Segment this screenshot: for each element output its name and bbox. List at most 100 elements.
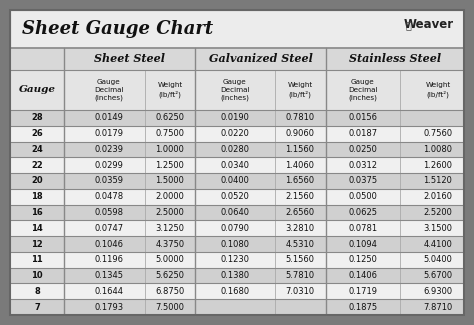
Text: 2.0000: 2.0000: [155, 192, 184, 201]
Text: Weight
(lb/ft²): Weight (lb/ft²): [157, 82, 182, 98]
Text: 0.1719: 0.1719: [348, 287, 377, 296]
Text: 3.2810: 3.2810: [285, 224, 315, 233]
Text: Weaver: Weaver: [404, 19, 454, 32]
Bar: [10, 220, 464, 236]
Bar: [10, 299, 464, 315]
Bar: [10, 252, 464, 268]
Text: Gauge
Decimal
(inches): Gauge Decimal (inches): [94, 79, 124, 101]
Text: 0.1345: 0.1345: [94, 271, 124, 280]
Text: 0.7810: 0.7810: [285, 113, 315, 123]
Text: 20: 20: [31, 176, 43, 186]
Text: 7: 7: [34, 303, 40, 312]
Text: 0.0375: 0.0375: [348, 176, 378, 186]
Text: 0.0478: 0.0478: [94, 192, 124, 201]
Bar: [10, 283, 464, 299]
Bar: [10, 205, 464, 220]
Text: 0.1230: 0.1230: [220, 255, 249, 264]
Text: 0.0312: 0.0312: [348, 161, 377, 170]
Text: 1.2600: 1.2600: [423, 161, 453, 170]
Text: 0.9060: 0.9060: [285, 129, 315, 138]
Text: 10: 10: [31, 271, 43, 280]
Text: 2.5000: 2.5000: [155, 208, 184, 217]
Text: 1.0080: 1.0080: [423, 145, 453, 154]
Text: 0.0400: 0.0400: [220, 176, 249, 186]
Bar: [10, 189, 464, 205]
Text: 7.5000: 7.5000: [155, 303, 184, 312]
Text: Sheet Gauge Chart: Sheet Gauge Chart: [22, 20, 213, 38]
Text: 0.1196: 0.1196: [94, 255, 124, 264]
Bar: [10, 110, 464, 126]
Text: 4.5310: 4.5310: [285, 240, 315, 249]
Text: 0.1875: 0.1875: [348, 303, 378, 312]
Text: 5.0000: 5.0000: [155, 255, 184, 264]
Text: 3.1500: 3.1500: [423, 224, 453, 233]
Text: Sheet Steel: Sheet Steel: [94, 54, 165, 64]
Text: 0.7500: 0.7500: [155, 129, 184, 138]
Text: 0.0179: 0.0179: [94, 129, 124, 138]
Text: 0.0520: 0.0520: [220, 192, 249, 201]
Text: 0.0640: 0.0640: [220, 208, 249, 217]
Text: 0.0149: 0.0149: [94, 113, 123, 123]
Text: 0.1680: 0.1680: [220, 287, 250, 296]
Text: 5.6700: 5.6700: [423, 271, 453, 280]
Text: 0.0187: 0.0187: [348, 129, 378, 138]
Text: 1.4060: 1.4060: [285, 161, 315, 170]
Text: 0.0239: 0.0239: [94, 145, 124, 154]
Text: 0.0156: 0.0156: [348, 113, 377, 123]
Text: 16: 16: [31, 208, 43, 217]
Text: 0.1380: 0.1380: [220, 271, 250, 280]
Text: 0.1080: 0.1080: [220, 240, 249, 249]
Text: 0.0500: 0.0500: [348, 192, 377, 201]
Bar: [10, 70, 464, 110]
Text: 5.0400: 5.0400: [424, 255, 453, 264]
Text: Weight
(lb/ft²): Weight (lb/ft²): [287, 82, 313, 98]
Text: 1.5120: 1.5120: [424, 176, 453, 186]
Text: 🚛: 🚛: [406, 20, 412, 30]
Bar: [10, 157, 464, 173]
Bar: [10, 10, 464, 48]
Bar: [10, 48, 464, 315]
Bar: [10, 173, 464, 189]
Text: Stainless Steel: Stainless Steel: [349, 54, 441, 64]
Text: 24: 24: [31, 145, 43, 154]
Text: 0.1406: 0.1406: [348, 271, 377, 280]
Text: 0.1793: 0.1793: [94, 303, 124, 312]
Bar: [10, 48, 464, 315]
Text: 2.0160: 2.0160: [423, 192, 453, 201]
Text: 0.1250: 0.1250: [348, 255, 377, 264]
Text: 0.1644: 0.1644: [94, 287, 124, 296]
Text: 12: 12: [31, 240, 43, 249]
Text: 1.1560: 1.1560: [285, 145, 315, 154]
Text: 3.1250: 3.1250: [155, 224, 184, 233]
Text: 4.4100: 4.4100: [424, 240, 453, 249]
Text: 0.0299: 0.0299: [94, 161, 123, 170]
Text: 8: 8: [34, 287, 40, 296]
Text: 0.0250: 0.0250: [348, 145, 377, 154]
Text: Gauge
Decimal
(inches): Gauge Decimal (inches): [348, 79, 378, 101]
Text: 1.2500: 1.2500: [155, 161, 184, 170]
Text: 0.7560: 0.7560: [423, 129, 453, 138]
Text: 18: 18: [31, 192, 43, 201]
Text: 0.0598: 0.0598: [94, 208, 124, 217]
Text: 26: 26: [31, 129, 43, 138]
Text: Gauge: Gauge: [18, 85, 55, 95]
Text: Weight
(lb/ft²): Weight (lb/ft²): [425, 82, 451, 98]
Text: 14: 14: [31, 224, 43, 233]
Text: 0.0280: 0.0280: [220, 145, 249, 154]
Text: 0.0359: 0.0359: [94, 176, 124, 186]
Text: 1.6560: 1.6560: [285, 176, 315, 186]
Text: 6.8750: 6.8750: [155, 287, 185, 296]
Text: 7.0310: 7.0310: [285, 287, 315, 296]
Text: 5.1560: 5.1560: [285, 255, 315, 264]
Text: 5.6250: 5.6250: [155, 271, 184, 280]
Bar: [10, 268, 464, 283]
Text: 2.6560: 2.6560: [285, 208, 315, 217]
Bar: [10, 48, 464, 70]
Text: Gauge
Decimal
(inches): Gauge Decimal (inches): [220, 79, 250, 101]
Text: 1.5000: 1.5000: [155, 176, 184, 186]
Text: 1.0000: 1.0000: [155, 145, 184, 154]
Text: 0.0790: 0.0790: [220, 224, 249, 233]
Bar: [10, 126, 464, 142]
Text: 0.0781: 0.0781: [348, 224, 378, 233]
Text: 0.0625: 0.0625: [348, 208, 377, 217]
